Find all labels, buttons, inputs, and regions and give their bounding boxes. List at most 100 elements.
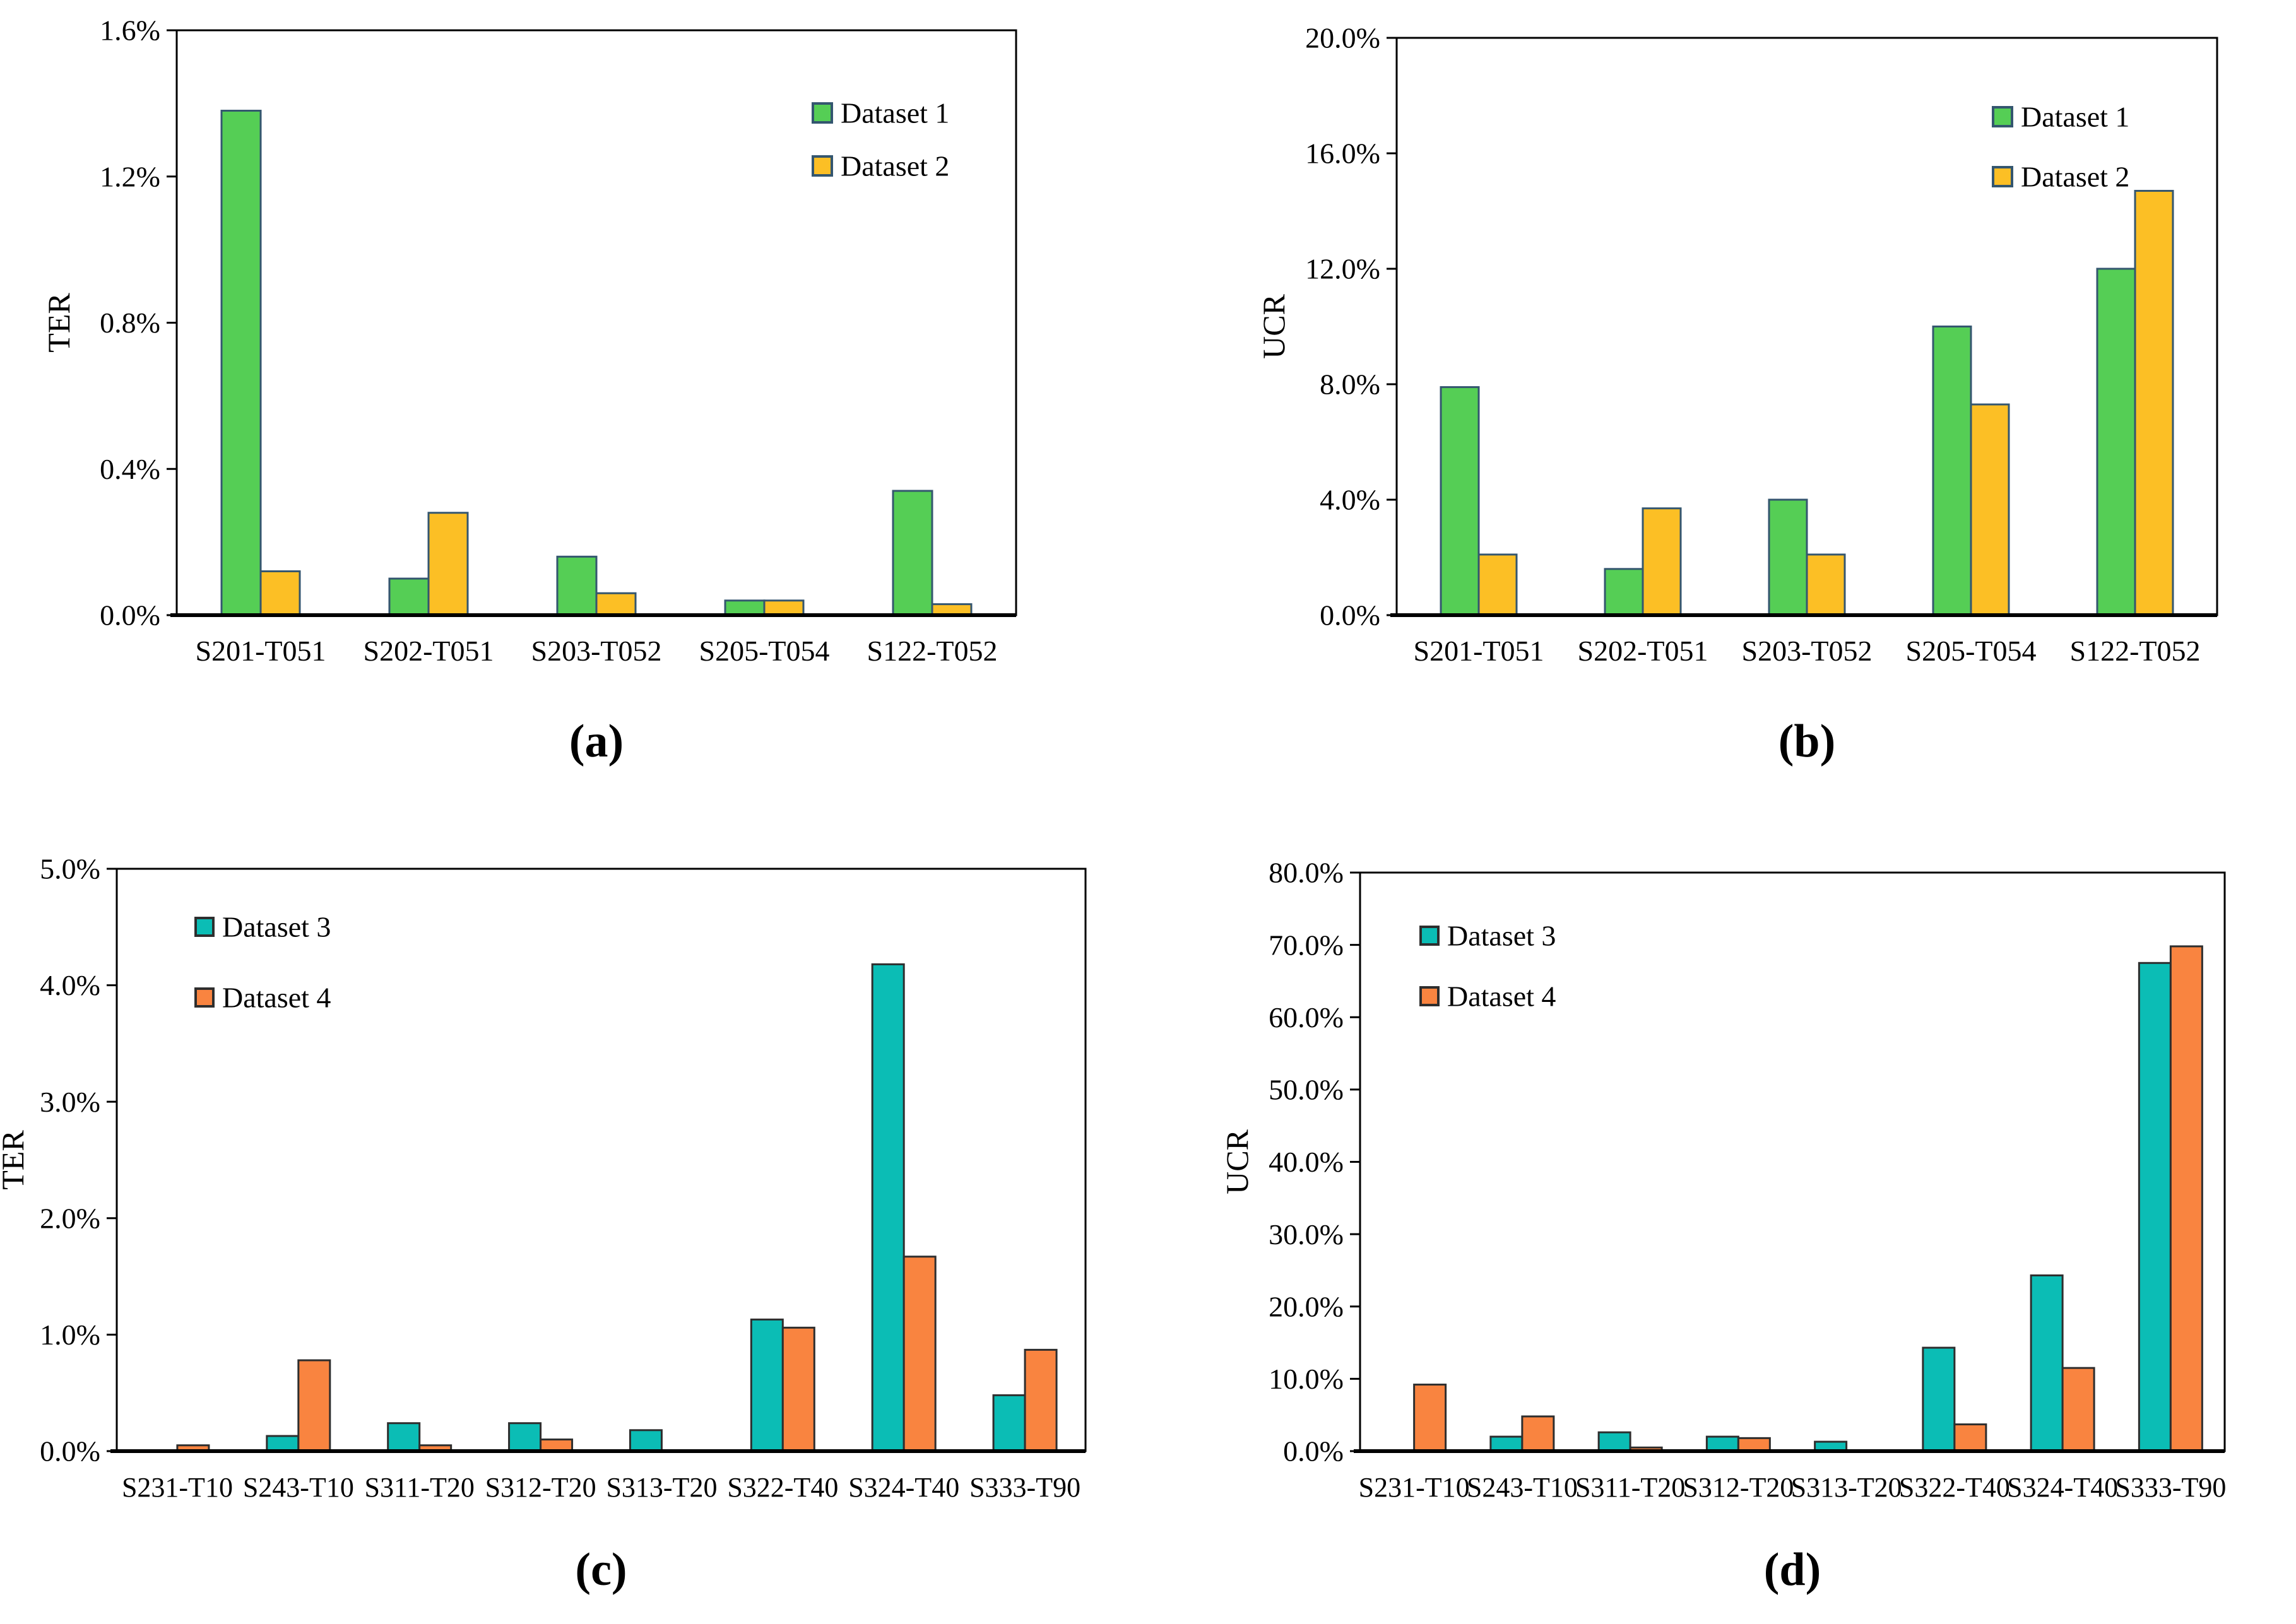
bar-dataset1-s201-t051: [220, 109, 262, 616]
chart-d-caption: (d): [1763, 1544, 1821, 1596]
bar-dataset4-s231-t10: [1413, 1384, 1447, 1452]
bar-dataset3-s311-t20: [1597, 1431, 1631, 1452]
legend-label: Dataset 1: [2021, 101, 2129, 133]
y-axis-title: TER: [41, 293, 76, 353]
y-axis-title: UCR: [1219, 1129, 1255, 1194]
x-tick-label: S243-T10: [1467, 1472, 1578, 1503]
bar-dataset3-s324-t40: [2030, 1274, 2064, 1452]
y-tick-label: 30.0%: [1269, 1218, 1344, 1250]
x-tick-label: S333-T90: [2115, 1472, 2226, 1503]
x-tick-label: S313-T20: [606, 1472, 717, 1503]
legend-label: Dataset 2: [841, 150, 949, 182]
bar-dataset4-s243-t10: [1521, 1415, 1555, 1452]
y-tick-label: 3.0%: [40, 1086, 100, 1118]
bar-dataset3-s333-t90: [2138, 962, 2172, 1452]
bar-dataset2-s205-t054: [1970, 403, 2010, 616]
chart-a-cell: 0.0% 0.4% 0.8% 1.2% 1.6% TER S201-T051 S202-T05…: [0, 0, 1148, 812]
bar-dataset1-s201-t051: [1440, 386, 1480, 616]
chart-d: 0.0% 10.0% 20.0% 30.0% 40.0% 50.0% 60.0% 70.0% 8…: [1219, 857, 2226, 1503]
y-tick-label: 16.0%: [1305, 138, 1380, 170]
bar-dataset2-s202-t051: [427, 512, 469, 616]
legend-label: Dataset 3: [1447, 920, 1556, 952]
bar-dataset3-s312-t20: [1705, 1435, 1739, 1452]
x-tick-label: S203-T052: [531, 635, 662, 667]
plot-area: [1359, 871, 2226, 1452]
bar-dataset4-s243-t10: [297, 1359, 331, 1452]
bar-dataset2-s201-t051: [1477, 553, 1518, 616]
legend-swatch-dataset2: [812, 155, 833, 177]
y-tick-label: 4.0%: [40, 969, 100, 1001]
legend-swatch-dataset4: [194, 987, 215, 1008]
y-tick-label: 8.0%: [1320, 368, 1380, 401]
legend-swatch-dataset2: [1992, 166, 2013, 187]
x-tick-label: S322-T40: [1899, 1472, 2010, 1503]
legend-label: Dataset 3: [222, 911, 331, 943]
x-tick-label: S201-T051: [1414, 635, 1544, 667]
bar-dataset3-s322-t40: [750, 1318, 784, 1452]
y-axis-title: TER: [0, 1130, 30, 1190]
bar-dataset2-s122-t052: [2134, 189, 2174, 616]
bar-dataset3-s243-t10: [1489, 1435, 1524, 1452]
y-tick-label: 0.0%: [100, 599, 160, 632]
bar-dataset3-s243-t10: [266, 1435, 300, 1452]
y-tick-label: 50.0%: [1269, 1074, 1344, 1106]
y-tick-label: 0.4%: [100, 453, 160, 485]
legend-label: Dataset 4: [1447, 980, 1556, 1013]
y-tick-label: 4.0%: [1320, 484, 1380, 516]
x-tick-label: S202-T051: [1578, 635, 1708, 667]
x-tick-label: S203-T052: [1742, 635, 1873, 667]
legend-swatch-dataset3: [1419, 926, 1440, 946]
x-tick-label: S324-T40: [2007, 1472, 2118, 1503]
y-tick-label: 1.6%: [100, 15, 160, 47]
bar-dataset2-s205-t054: [763, 599, 805, 616]
bar-dataset1-s203-t052: [1768, 498, 1808, 616]
x-tick-label: S333-T90: [969, 1472, 1080, 1503]
x-tick-label: S205-T054: [699, 635, 830, 667]
bar-dataset3-s322-t40: [1922, 1346, 1956, 1452]
y-tick-label: 2.0%: [40, 1202, 100, 1234]
bar-dataset1-s202-t051: [388, 577, 430, 616]
y-tick-label: 5.0%: [40, 853, 100, 885]
chart-b-caption: (b): [1778, 715, 1836, 767]
x-tick-label: S243-T10: [243, 1472, 354, 1503]
y-tick-label: 10.0%: [1269, 1363, 1344, 1395]
x-tick-label: S122-T052: [867, 635, 998, 667]
chart-b-cell: 0.0% 4.0% 8.0% 12.0% 16.0% 20.0% UCR S201-T051 S…: [1148, 0, 2296, 812]
chart-d-cell: 0.0% 10.0% 20.0% 30.0% 40.0% 50.0% 60.0% 70.0% 8…: [1148, 812, 2296, 1624]
x-tick-label: S312-T20: [485, 1472, 596, 1503]
bar-dataset2-s203-t052: [1806, 553, 1846, 616]
y-tick-label: 40.0%: [1269, 1146, 1344, 1178]
bar-dataset3-s312-t20: [508, 1422, 542, 1452]
bar-dataset4-s324-t40: [902, 1256, 937, 1452]
legend-swatch-dataset1: [1992, 106, 2013, 127]
x-tick-label: S312-T20: [1683, 1472, 1794, 1503]
y-tick-label: 0.0%: [1283, 1435, 1344, 1468]
bar-dataset1-s202-t051: [1604, 568, 1644, 616]
legend-label: Dataset 2: [2021, 161, 2129, 193]
x-tick-label: S322-T40: [727, 1472, 838, 1503]
x-tick-label: S205-T054: [1906, 635, 2037, 667]
chart-c-caption: (c): [575, 1544, 627, 1596]
bar-dataset3-s313-t20: [629, 1429, 663, 1452]
y-tick-label: 20.0%: [1269, 1290, 1344, 1322]
chart-c: 0.0% 1.0% 2.0% 3.0% 4.0% 5.0% TER S231-T10 S243-…: [0, 853, 1087, 1503]
y-tick-label: 1.2%: [100, 160, 160, 192]
bar-dataset2-s203-t052: [595, 592, 637, 616]
legend-swatch-dataset3: [194, 917, 215, 937]
bar-dataset3-s311-t20: [387, 1422, 421, 1452]
bar-dataset4-s312-t20: [1737, 1437, 1771, 1452]
bar-dataset2-s201-t051: [259, 570, 301, 616]
x-tick-label: S231-T10: [122, 1472, 233, 1503]
chart-b: 0.0% 4.0% 8.0% 12.0% 16.0% 20.0% UCR S201-T051 S…: [1256, 22, 2218, 667]
bar-dataset4-s322-t40: [1953, 1423, 1987, 1452]
bar-dataset2-s202-t051: [1642, 507, 1682, 616]
bar-dataset4-s322-t40: [781, 1326, 815, 1452]
x-tick-label: S313-T20: [1791, 1472, 1902, 1503]
bar-dataset3-s324-t40: [871, 963, 905, 1452]
legend-label: Dataset 4: [222, 982, 331, 1014]
plot-area: [115, 868, 1087, 1452]
y-tick-label: 70.0%: [1269, 929, 1344, 961]
legend-label: Dataset 1: [841, 97, 949, 129]
x-tick-label: S122-T052: [2070, 635, 2201, 667]
chart-a: 0.0% 0.4% 0.8% 1.2% 1.6% TER S201-T051 S202-T05…: [41, 15, 1017, 667]
